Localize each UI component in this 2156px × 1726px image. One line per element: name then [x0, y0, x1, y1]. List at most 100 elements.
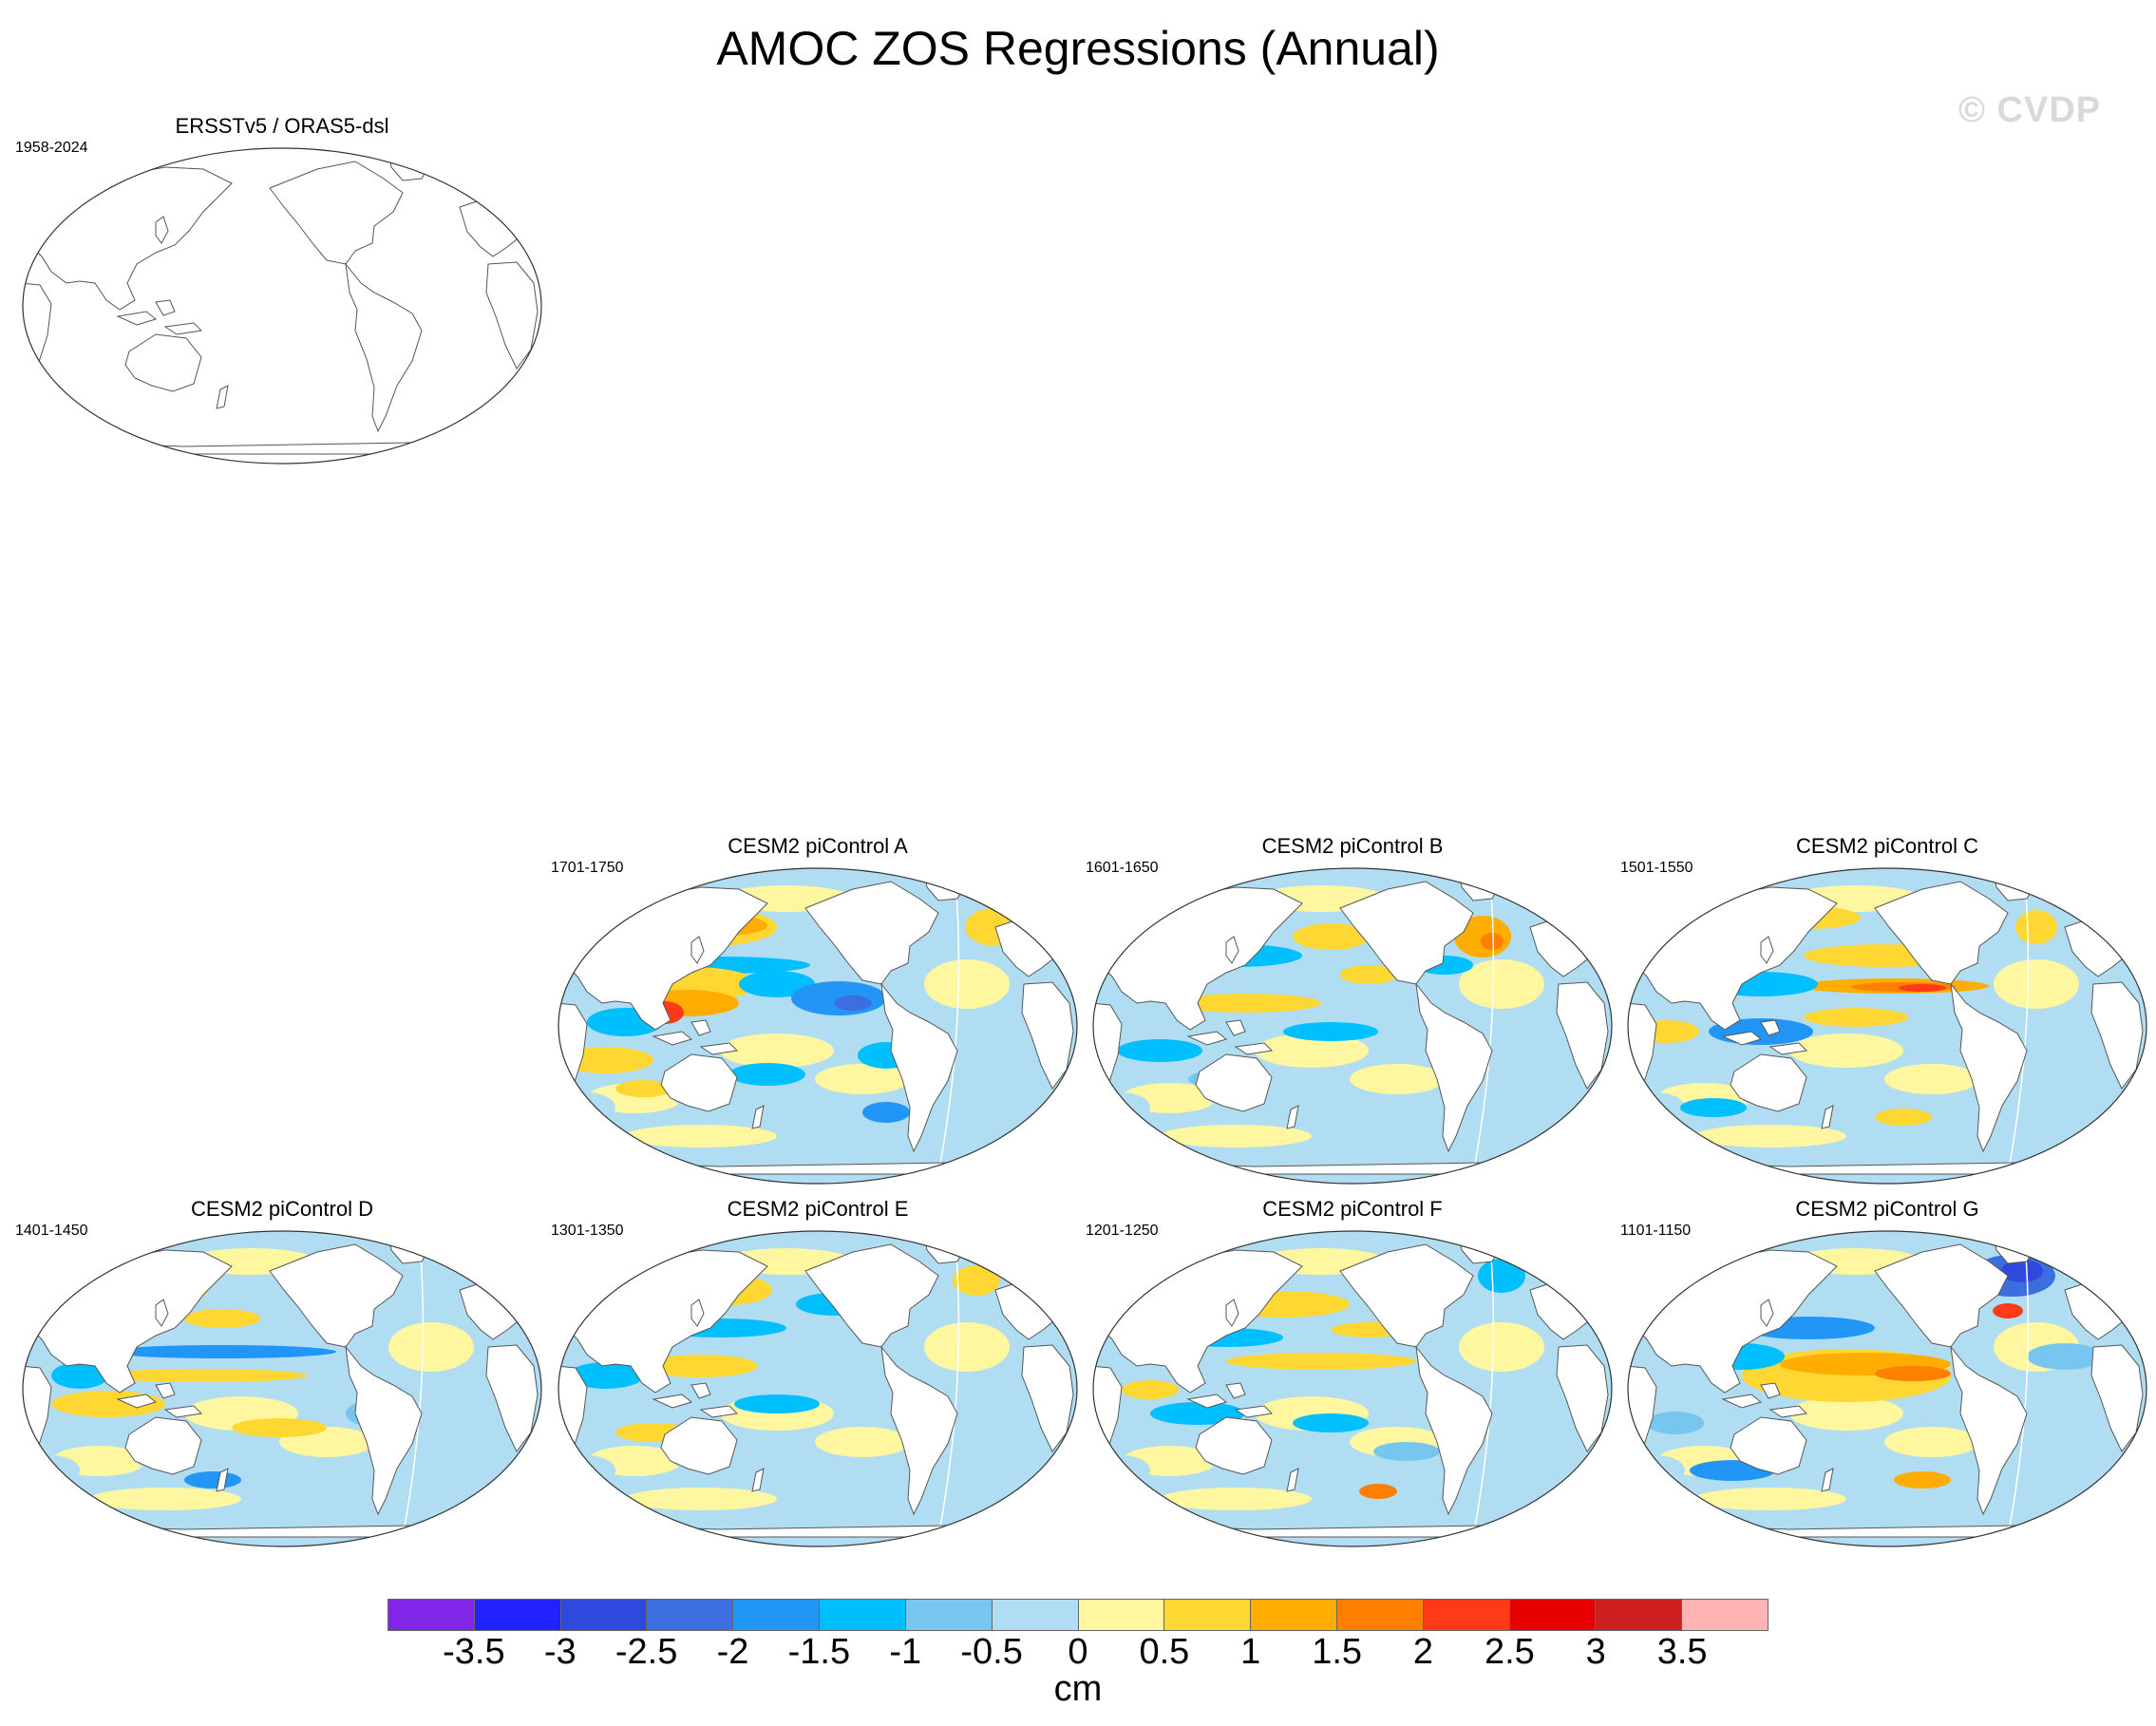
section-line	[1472, 879, 1495, 1175]
colorbar-tick-label: -1.5	[787, 1632, 851, 1672]
land-outline	[690, 1019, 711, 1036]
land-outline	[163, 322, 203, 335]
land-outline	[699, 1042, 739, 1055]
land-outline	[1768, 1042, 1808, 1055]
land-outline	[1556, 1344, 1609, 1452]
land-outline	[751, 1468, 765, 1492]
land-outline	[1415, 1345, 1493, 1516]
land-outline	[1730, 1416, 1807, 1475]
land-outline	[652, 1394, 693, 1409]
land-outline	[1286, 1468, 1299, 1492]
map-panel-f: CESM2 piControl F 1201-1250	[1084, 1197, 1621, 1548]
colorbar-tick-label: -3	[543, 1632, 577, 1672]
panel-title: CESM2 piControl B	[1261, 834, 1444, 858]
land-outline	[1234, 1042, 1274, 1055]
map-border	[22, 1230, 542, 1547]
anomaly-blob	[1293, 923, 1369, 950]
land-outline	[155, 1382, 176, 1399]
anomaly-blob	[1789, 1396, 1903, 1431]
land-outline	[1415, 982, 1493, 1153]
anomaly-blob	[1340, 965, 1397, 984]
land-outline	[1339, 881, 1474, 985]
panel-years: 1701-1750	[551, 860, 624, 876]
anomaly-blob	[1694, 1488, 1846, 1510]
anomaly-blob	[2017, 1049, 2112, 1091]
land-outline	[345, 1345, 423, 1516]
section-line	[2007, 879, 2030, 1175]
land-outline	[116, 311, 158, 326]
land-outline	[1721, 1031, 1763, 1046]
land-outline	[880, 982, 958, 1153]
anomaly-blob	[1293, 1413, 1369, 1432]
anomaly-blob	[1122, 1380, 1179, 1399]
land-outline	[690, 1299, 705, 1327]
colorbar-tick-label: 0	[1068, 1632, 1088, 1672]
anomaly-blob	[1478, 1259, 1525, 1293]
colorbar-swatch	[1336, 1600, 1424, 1630]
anomaly-blob	[2015, 910, 2057, 944]
anomaly-blob	[1647, 1412, 1704, 1434]
map-border	[558, 867, 1078, 1185]
land-outline	[345, 262, 423, 433]
anomaly-blob	[1150, 1402, 1245, 1425]
land-outline	[1286, 1105, 1299, 1129]
colorbar-tick-label: 2.5	[1484, 1632, 1535, 1672]
colorbar-tick-label: 3	[1585, 1632, 1606, 1672]
panel-years: 1401-1450	[15, 1223, 88, 1239]
map-field	[1628, 868, 2147, 1184]
panel-years: 1101-1150	[1620, 1223, 1692, 1239]
land-outline	[1760, 936, 1774, 964]
colorbar-tick-label: 3.5	[1656, 1632, 1708, 1672]
anomaly-blob	[1481, 933, 1504, 950]
land-outline	[1225, 1382, 1246, 1399]
anomaly-blob	[1255, 1034, 1369, 1068]
anomaly-blob	[1483, 1412, 1578, 1453]
anomaly-blob	[1894, 1471, 1951, 1489]
colorbar-units: cm	[1053, 1669, 1103, 1709]
map-field	[558, 1231, 1077, 1546]
colorbar-swatch	[1682, 1600, 1768, 1630]
land-outline	[690, 1382, 711, 1399]
land-outline	[804, 1243, 939, 1348]
colorbar-swatch	[1164, 1600, 1252, 1630]
anomaly-blob	[51, 1362, 108, 1389]
colorbar-labels: -3.5 -3 -2.5 -2 -1.5 -1 -0.5 0 0.5 1 1.5 2 2.5 3 3.5	[388, 1632, 1768, 1679]
land-outline	[155, 299, 176, 316]
land-outline	[1556, 981, 1609, 1090]
map-border	[1627, 1230, 2147, 1547]
colorbar-swatch	[1078, 1600, 1165, 1630]
colorbar-swatch	[474, 1600, 561, 1630]
anomaly-blob	[1875, 1109, 1932, 1126]
anomaly-blob	[2001, 1260, 2043, 1282]
anomaly-blob	[1226, 1353, 1416, 1370]
land-outline	[269, 1243, 404, 1348]
land-outline	[1821, 1105, 1834, 1129]
anomaly-blob	[1117, 1039, 1202, 1062]
anomaly-blob	[1359, 1484, 1397, 1499]
land-outline	[2090, 1344, 2144, 1452]
colorbar-swatch	[1596, 1600, 1683, 1630]
colorbar-swatch	[733, 1600, 821, 1630]
anomaly-blob	[412, 1412, 507, 1453]
land-outline	[1225, 1299, 1239, 1327]
land-outline	[485, 1344, 539, 1452]
colorbar-tick-label: -2.5	[615, 1632, 678, 1672]
land-outline	[1234, 1405, 1274, 1418]
anomaly-blob	[1899, 984, 1946, 992]
land-outline	[1339, 1243, 1474, 1348]
colorbar-swatch	[647, 1600, 734, 1630]
land-outline	[1768, 1405, 1808, 1418]
colorbar-tick-label: 2	[1412, 1632, 1434, 1672]
anomaly-blob	[1483, 1049, 1578, 1091]
colorbar-tick-label: -2	[716, 1632, 749, 1672]
anomaly-blob	[1283, 1022, 1378, 1041]
land-outline	[269, 161, 404, 265]
anomaly-blob	[1169, 994, 1321, 1013]
world-map	[558, 867, 1078, 1185]
panel-years: 1201-1250	[1086, 1223, 1159, 1239]
colorbar-swatch	[1423, 1600, 1510, 1630]
panel-title: CESM2 piControl G	[1795, 1197, 1979, 1221]
anomaly-blob	[1875, 1366, 1951, 1381]
map-field	[23, 148, 541, 464]
section-line	[402, 1242, 425, 1538]
